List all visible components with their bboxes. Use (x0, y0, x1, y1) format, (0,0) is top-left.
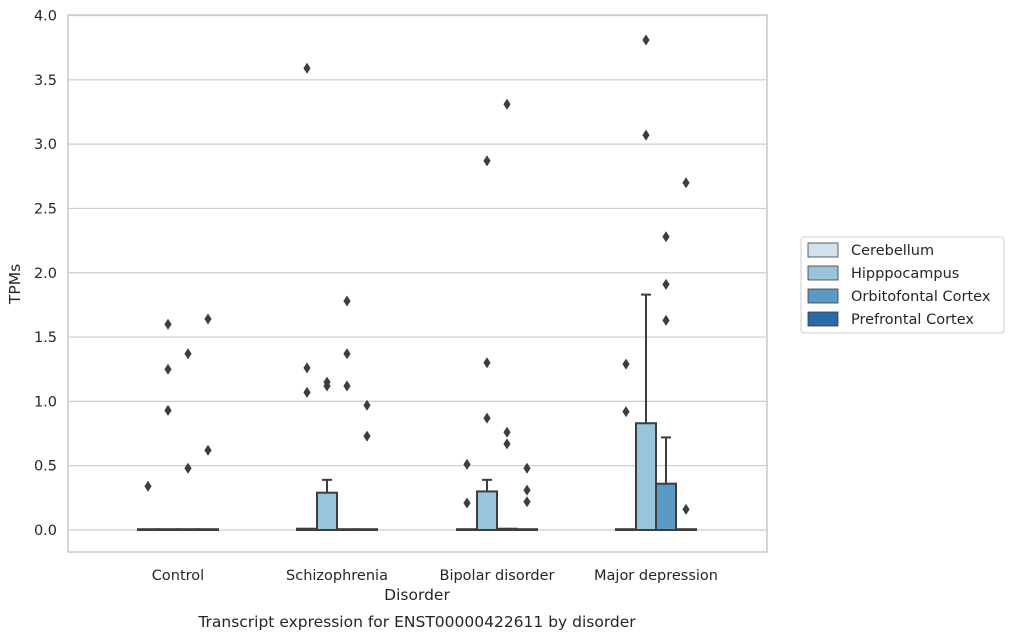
y-tick-label: 1.5 (34, 330, 57, 346)
legend-swatch (807, 242, 839, 258)
legend-label: Hipppocampus (851, 266, 959, 282)
gridlines (68, 14, 767, 531)
x-tick-label: Major depression (594, 568, 718, 584)
box-cerebellum (137, 480, 159, 532)
y-tick-label: 3.0 (34, 137, 57, 153)
outlier-point (164, 404, 172, 416)
outlier-point (523, 496, 531, 508)
outlier-point (642, 129, 650, 141)
legend-label: Orbitofontal Cortex (851, 289, 991, 305)
x-tick-labels: Control Schizophrenia Bipolar disorder Majo… (152, 568, 718, 584)
legend-swatch (807, 311, 839, 327)
outlier-point (622, 358, 630, 370)
outlier-point (343, 348, 351, 360)
y-tick-label: 0.5 (34, 459, 57, 475)
box-rect (476, 490, 498, 532)
chart-caption: Transcript expression for ENST0000042261… (197, 613, 636, 631)
outlier-point (682, 177, 690, 189)
y-tick-label: 2.5 (34, 201, 57, 217)
outlier-point (184, 348, 192, 360)
outlier-point (303, 362, 311, 374)
outlier-point (363, 399, 371, 411)
y-tick-label: 0.0 (34, 523, 57, 539)
x-tick-label: Bipolar disorder (440, 568, 555, 584)
outlier-point (662, 231, 670, 243)
box-series (137, 34, 697, 532)
legend-swatch (807, 288, 839, 304)
plot-area-frame (67, 14, 768, 553)
box-hipppocampus (316, 376, 338, 532)
outlier-point (323, 376, 331, 388)
outlier-point (204, 313, 212, 325)
outlier-point (303, 62, 311, 74)
legend: Cerebellum Hipppocampus Orbitofontal Corte… (800, 236, 1005, 334)
y-tick-label: 1.0 (34, 394, 57, 410)
outlier-point (303, 386, 311, 398)
box-rect (655, 482, 677, 532)
box-orbitofontal-cortex (336, 295, 358, 532)
box-cerebellum (296, 62, 318, 531)
box-hipppocampus (476, 155, 498, 532)
box-cerebellum (615, 358, 637, 532)
y-tick-label: 4.0 (34, 9, 57, 25)
outlier-point (503, 98, 511, 110)
legend-frame (800, 236, 1005, 334)
box-cerebellum (456, 458, 478, 532)
outlier-point (463, 497, 471, 509)
legend-swatch (807, 265, 839, 281)
box-prefrontal-cortex (197, 313, 219, 532)
box-orbitofontal-cortex (177, 348, 199, 532)
outlier-point (463, 458, 471, 470)
outlier-point (184, 462, 192, 474)
box-prefrontal-cortex (356, 399, 378, 532)
box-prefrontal-cortex (675, 177, 697, 532)
outlier-point (503, 426, 511, 438)
box-orbitofontal-cortex (655, 231, 677, 532)
outlier-point (662, 278, 670, 290)
box-rect (316, 491, 338, 532)
outlier-point (523, 462, 531, 474)
x-tick-label: Schizophrenia (286, 568, 388, 584)
y-axis-label: TPMs (6, 264, 24, 305)
outlier-point (483, 155, 491, 167)
box-hipppocampus (157, 318, 179, 532)
x-axis-label: Disorder (384, 586, 450, 604)
y-tick-labels: 0.0 0.5 1.0 1.5 2.0 2.5 3.0 3.5 4.0 (34, 9, 57, 540)
outlier-point (343, 380, 351, 392)
outlier-point (622, 406, 630, 418)
box-prefrontal-cortex (516, 462, 538, 532)
box-hipppocampus (635, 34, 657, 531)
y-tick-label: 2.0 (34, 266, 57, 282)
outlier-point (503, 438, 511, 450)
outlier-point (164, 318, 172, 330)
legend-label: Prefrontal Cortex (851, 312, 974, 328)
outlier-point (164, 363, 172, 375)
legend-label: Cerebellum (851, 243, 934, 259)
outlier-point (682, 503, 690, 515)
outlier-point (662, 314, 670, 326)
outlier-point (642, 34, 650, 46)
outlier-point (483, 412, 491, 424)
outlier-point (343, 295, 351, 307)
x-tick-label: Control (152, 568, 204, 584)
outlier-point (483, 357, 491, 369)
outlier-point (363, 430, 371, 442)
box-rect (635, 422, 657, 531)
outlier-point (204, 444, 212, 456)
outlier-point (523, 484, 531, 496)
y-tick-label: 3.5 (34, 73, 57, 89)
outlier-point (144, 480, 152, 492)
